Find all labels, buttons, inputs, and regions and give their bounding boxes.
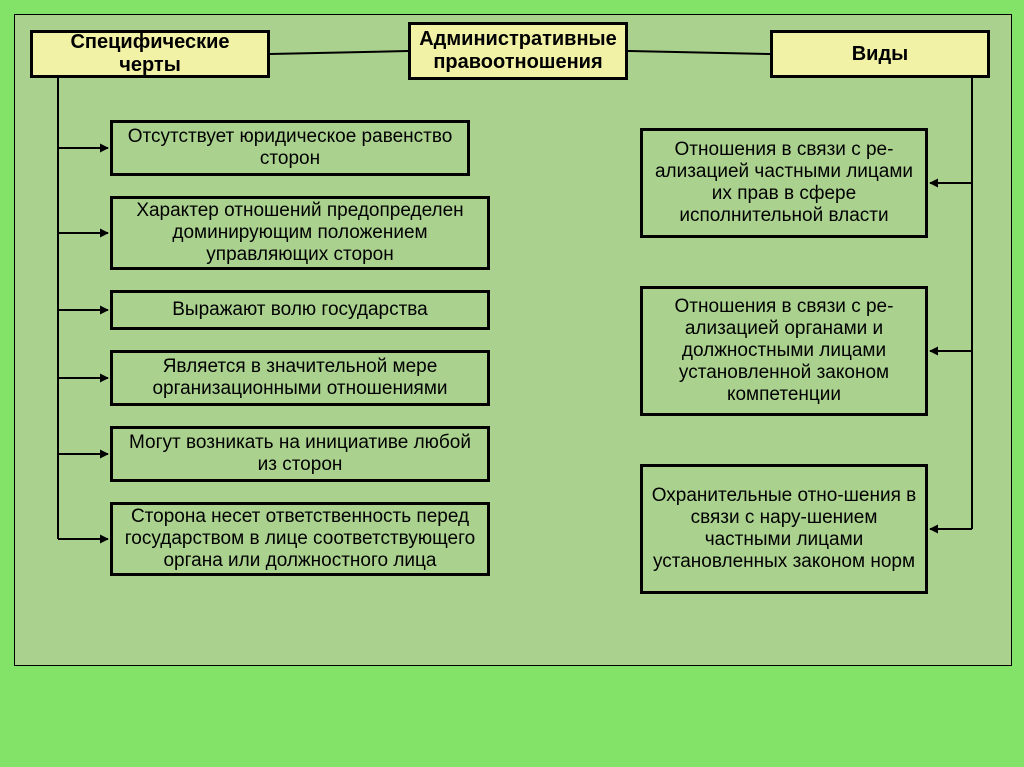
right-item-label: Отношения в связи с ре-ализацией частным… (651, 139, 917, 226)
right-item-label: Отношения в связи с ре-ализацией органам… (651, 296, 917, 405)
header-right-label: Виды (852, 43, 909, 66)
header-center-label: Административные правоотношения (419, 28, 617, 74)
left-item: Выражают волю государства (110, 290, 490, 330)
right-item: Отношения в связи с ре-ализацией частным… (640, 128, 928, 238)
header-right: Виды (770, 30, 990, 78)
left-item-label: Характер отношений предопределен доминир… (121, 200, 479, 266)
left-item: Отсутствует юридическое равенство сторон (110, 120, 470, 176)
left-item-label: Отсутствует юридическое равенство сторон (121, 126, 459, 170)
header-left-label: Специфические черты (41, 31, 259, 77)
right-item-label: Охранительные отно-шения в связи с нару-… (651, 485, 917, 572)
left-item-label: Выражают волю государства (172, 299, 428, 321)
right-item: Отношения в связи с ре-ализацией органам… (640, 286, 928, 416)
left-item: Характер отношений предопределен доминир… (110, 196, 490, 270)
left-item: Является в значительной мере организацио… (110, 350, 490, 406)
header-center: Административные правоотношения (408, 22, 628, 80)
left-item: Могут возникать на инициативе любой из с… (110, 426, 490, 482)
left-item-label: Сторона несет ответственность перед госу… (121, 506, 479, 572)
header-left: Специфические черты (30, 30, 270, 78)
left-item-label: Могут возникать на инициативе любой из с… (121, 432, 479, 476)
canvas: Специфические черты Административные пра… (0, 0, 1024, 767)
left-item-label: Является в значительной мере организацио… (121, 356, 479, 400)
right-item: Охранительные отно-шения в связи с нару-… (640, 464, 928, 594)
left-item: Сторона несет ответственность перед госу… (110, 502, 490, 576)
